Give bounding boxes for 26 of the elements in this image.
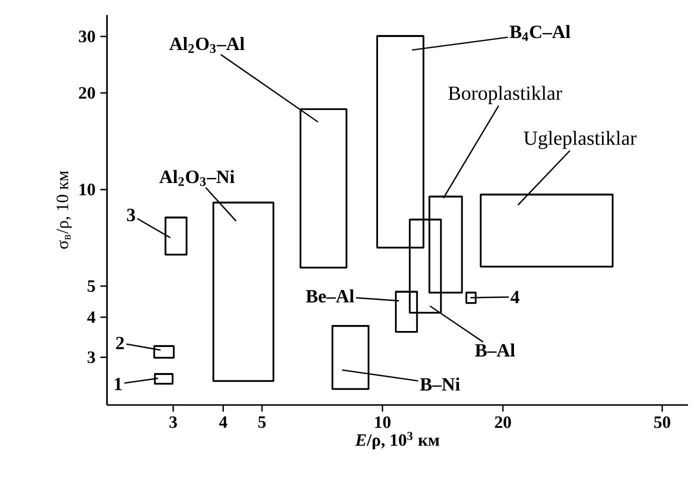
x-tick-label: 50 xyxy=(654,416,670,428)
annotation: 2 xyxy=(116,336,124,350)
annotation: Al$_{2}$O$_{3}$–Al xyxy=(169,37,244,53)
y-tick-label: 20 xyxy=(79,87,95,99)
x-tick-label: 10 xyxy=(375,416,390,428)
y-tick-label: 5 xyxy=(88,280,95,292)
x-tick-label: 3 xyxy=(170,416,177,428)
annotation: Boroplastiklar xyxy=(448,86,562,104)
annotation: 1 xyxy=(114,378,122,390)
y-tick-label: 3 xyxy=(88,351,96,364)
y-tick-label: 10 xyxy=(80,184,95,196)
annotation: 4 xyxy=(510,290,520,304)
y-tick-label: 30 xyxy=(78,30,95,42)
x-tick-label: 5 xyxy=(258,416,266,428)
y-axis-title: σ$_{в}$/ρ, 10 км xyxy=(56,170,72,249)
annotation: B–Al xyxy=(475,343,515,357)
annotation: B$_{4}$C–Al xyxy=(510,25,570,41)
annotation: Al$_{2}$O$_{3}$–Ni xyxy=(159,170,235,186)
x-tick-label: 20 xyxy=(494,416,511,428)
annotation: B–Ni xyxy=(420,377,460,391)
x-tick-label: 4 xyxy=(219,416,228,428)
annotation: Be–Al xyxy=(306,289,354,303)
annotation: 3 xyxy=(127,208,136,222)
x-axis-title: E/ρ, 10$^{3}$ км xyxy=(355,432,440,450)
y-tick-label: 4 xyxy=(87,311,96,323)
annotation: Ugleplastiklar xyxy=(524,130,637,150)
